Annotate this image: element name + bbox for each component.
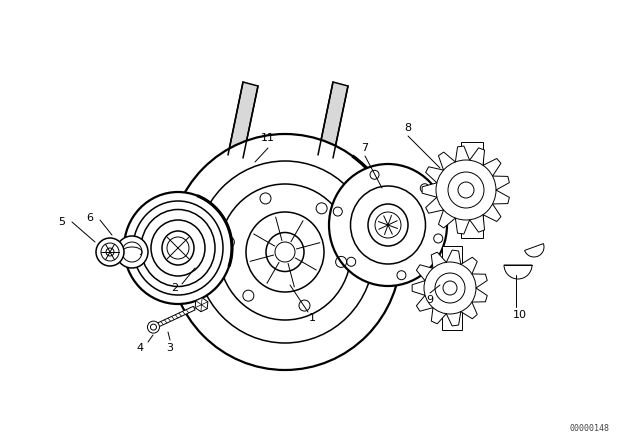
Text: 6: 6 <box>86 213 93 223</box>
Polygon shape <box>412 250 487 326</box>
Bar <box>461 142 483 238</box>
Polygon shape <box>318 82 348 158</box>
Wedge shape <box>504 265 532 279</box>
Text: 9: 9 <box>426 295 433 305</box>
Text: 3: 3 <box>166 343 173 353</box>
Circle shape <box>96 238 124 266</box>
Text: 00000148: 00000148 <box>570 423 610 432</box>
Polygon shape <box>422 146 509 234</box>
Circle shape <box>116 236 148 268</box>
Text: 2: 2 <box>172 283 179 293</box>
Text: 11: 11 <box>261 133 275 143</box>
Text: 10: 10 <box>513 310 527 320</box>
Ellipse shape <box>329 164 447 286</box>
Polygon shape <box>228 82 258 158</box>
Text: 4: 4 <box>136 343 143 353</box>
Text: 1: 1 <box>308 313 316 323</box>
Bar <box>442 246 462 330</box>
Text: 7: 7 <box>362 143 369 153</box>
Ellipse shape <box>169 134 401 370</box>
Text: 8: 8 <box>404 123 412 133</box>
Wedge shape <box>525 244 544 257</box>
Text: 5: 5 <box>58 217 65 227</box>
Circle shape <box>147 321 159 333</box>
Ellipse shape <box>124 192 232 304</box>
Polygon shape <box>195 298 208 312</box>
Polygon shape <box>157 306 195 327</box>
